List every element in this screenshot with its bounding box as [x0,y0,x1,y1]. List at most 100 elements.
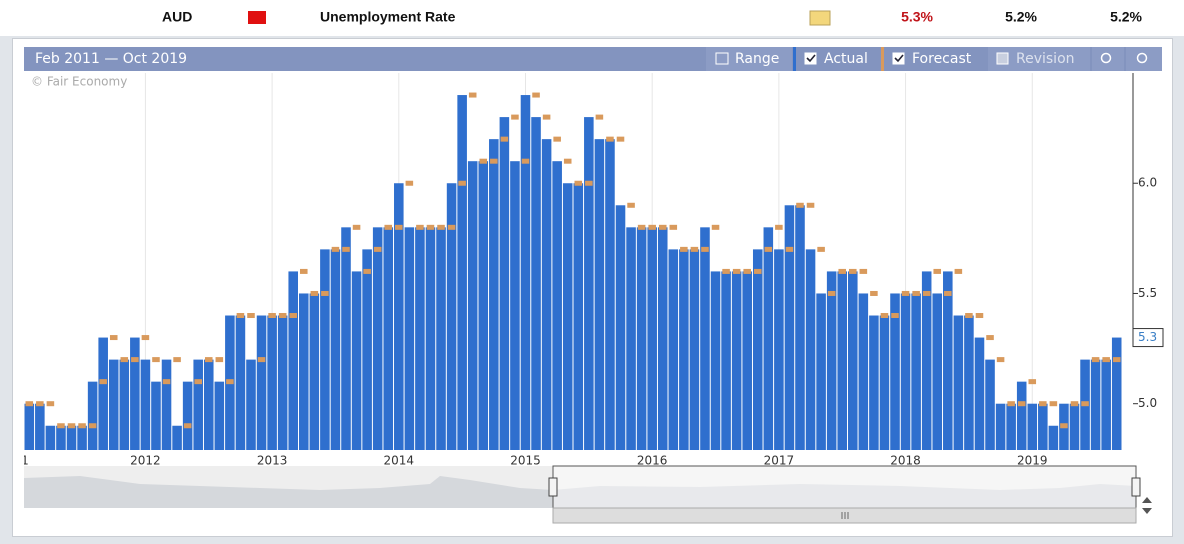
forecast-marker [426,224,435,230]
previous-value: 5.2% [1110,9,1142,25]
bar [932,293,943,450]
bar [182,381,193,450]
forecast-marker [585,180,593,186]
bar [837,271,847,450]
legend-checkbox[interactable] [804,52,817,65]
revision-label[interactable]: Revision [1016,51,1075,67]
forecast-marker [120,357,129,363]
bar [499,117,510,450]
bar [795,205,805,450]
bar [900,293,911,450]
event-name[interactable]: Unemployment Rate [320,9,456,25]
bar [848,271,858,450]
forecast-marker [447,224,456,230]
forecast-marker [595,114,604,120]
forecast-marker [1028,379,1037,385]
x-tick-label: 2014 [384,454,415,468]
bar [351,271,362,450]
forecast-marker [532,92,540,98]
bar [752,249,763,450]
bar [66,425,77,450]
forecast-marker [743,268,751,274]
bar [921,271,932,450]
forecast-marker [215,357,224,363]
forecast-marker [722,268,730,274]
legend-label[interactable]: Forecast [912,51,972,67]
bar [742,271,752,450]
legend-swatch [881,47,884,71]
navigator-handle[interactable] [548,477,558,497]
bar [784,205,795,450]
forecast-marker [711,224,720,230]
bar [140,359,151,450]
forecast-marker [88,423,97,429]
legend-label[interactable]: Actual [824,51,868,67]
bar [1090,359,1101,450]
bar [108,359,119,450]
revision-checkbox[interactable] [996,52,1009,65]
forecast-marker [268,313,276,319]
forecast-marker [1070,401,1079,407]
bar [119,359,130,450]
forecast-marker [331,246,340,252]
bar [394,183,404,450]
bar [446,183,457,450]
forecast-marker [342,246,350,252]
navigator-handle[interactable] [1131,477,1141,497]
forecast-marker [321,290,329,296]
forecast-marker [574,180,583,186]
forecast-marker [669,224,678,230]
forecast-marker [1112,357,1121,363]
range-label[interactable]: Range [735,51,779,67]
forecast-marker [965,313,973,319]
range-button[interactable] [706,47,792,71]
bar [404,227,415,450]
forecast-marker [912,290,920,296]
forecast-marker [416,224,424,230]
forecast-marker [859,268,868,274]
x-tick-label: 2016 [637,454,668,468]
bar [647,227,657,450]
bar [309,293,320,450]
x-tick-label: 2013 [257,454,288,468]
forecast-marker [25,401,34,407]
bar [626,227,636,450]
forecast-marker [479,158,488,164]
forecast-marker [563,158,572,164]
forecast-marker [849,268,857,274]
scrollbar-grip [841,512,849,519]
navigator-selection[interactable] [552,465,1137,509]
forecast-marker [796,202,804,208]
forecast-marker [944,290,952,296]
current-value-box [1132,328,1164,348]
bar [330,249,341,450]
forecast-marker [395,224,403,230]
impact-icon[interactable] [248,11,266,24]
zoom-in-button[interactable] [1092,47,1124,71]
current-value-label: 5.3 [1138,330,1157,344]
forecast-marker [173,357,181,363]
zoom-out-button[interactable] [1126,47,1162,71]
forecast-marker [236,313,245,319]
bar [995,403,1006,450]
forecast-marker [891,313,899,319]
y-tick-label: 5.5 [1138,286,1157,300]
forecast-marker [764,246,773,252]
legend-checkbox[interactable] [892,52,905,65]
forecast-marker [553,136,561,142]
forecast-marker [162,379,171,385]
scroll-arrows[interactable] [1142,497,1152,514]
forecast-marker [183,423,192,429]
x-tick-label: 2012 [130,454,161,468]
forecast-marker [152,357,160,363]
forecast-marker [36,401,44,407]
bar [467,161,478,450]
bar [964,315,974,450]
forecast-marker [901,290,910,296]
detail-icon[interactable] [809,10,831,26]
bar [246,359,256,450]
forecast-marker [775,224,783,230]
forecast-marker [658,224,667,230]
